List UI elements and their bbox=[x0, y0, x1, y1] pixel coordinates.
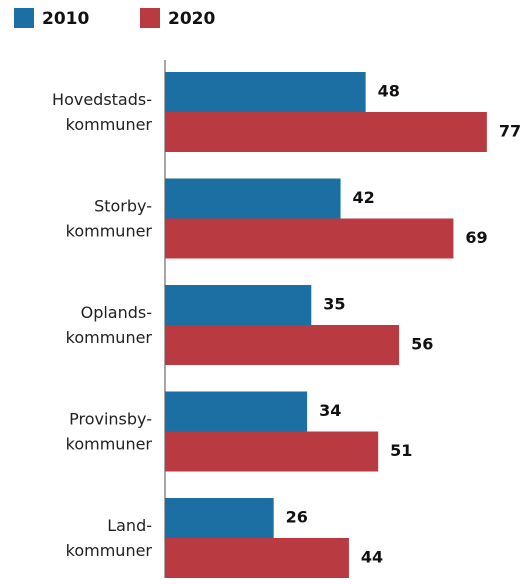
bar bbox=[165, 538, 349, 578]
bar bbox=[165, 391, 308, 432]
bar bbox=[165, 112, 487, 152]
category-line: Land- bbox=[107, 516, 152, 535]
value-label: 42 bbox=[353, 188, 375, 207]
category-line: kommuner bbox=[66, 328, 153, 347]
category-line: Provinsby- bbox=[69, 409, 152, 428]
value-label: 77 bbox=[499, 122, 521, 141]
legend-label: 2010 bbox=[42, 9, 89, 29]
bar bbox=[165, 285, 312, 325]
category-label: Hovedstads-kommuner bbox=[52, 90, 152, 134]
category-line: Oplands- bbox=[81, 303, 152, 322]
value-label: 34 bbox=[319, 401, 341, 420]
category-line: Storby- bbox=[94, 196, 152, 215]
legend-swatch bbox=[140, 8, 160, 28]
category-line: kommuner bbox=[66, 541, 153, 560]
bar bbox=[165, 431, 379, 472]
category-line: Hovedstads- bbox=[52, 90, 152, 109]
category-line: kommuner bbox=[66, 221, 153, 240]
category-line: kommuner bbox=[66, 115, 153, 134]
value-label: 35 bbox=[323, 295, 345, 314]
bar bbox=[165, 218, 454, 259]
bar bbox=[165, 498, 274, 538]
category-label: Provinsby-kommuner bbox=[66, 409, 153, 453]
legend-swatch bbox=[14, 8, 34, 28]
bar bbox=[165, 325, 400, 365]
value-label: 69 bbox=[465, 228, 487, 247]
category-label: Land-kommuner bbox=[66, 516, 153, 560]
category-label: Oplands-kommuner bbox=[66, 303, 153, 347]
value-label: 26 bbox=[286, 508, 308, 527]
value-label: 56 bbox=[411, 335, 433, 354]
category-line: kommuner bbox=[66, 434, 153, 453]
bar bbox=[165, 72, 366, 112]
value-label: 51 bbox=[390, 441, 412, 460]
value-label: 44 bbox=[361, 548, 383, 567]
value-label: 48 bbox=[378, 82, 400, 101]
legend-label: 2020 bbox=[168, 9, 215, 29]
category-label: Storby-kommuner bbox=[66, 196, 153, 240]
bar bbox=[165, 178, 341, 219]
